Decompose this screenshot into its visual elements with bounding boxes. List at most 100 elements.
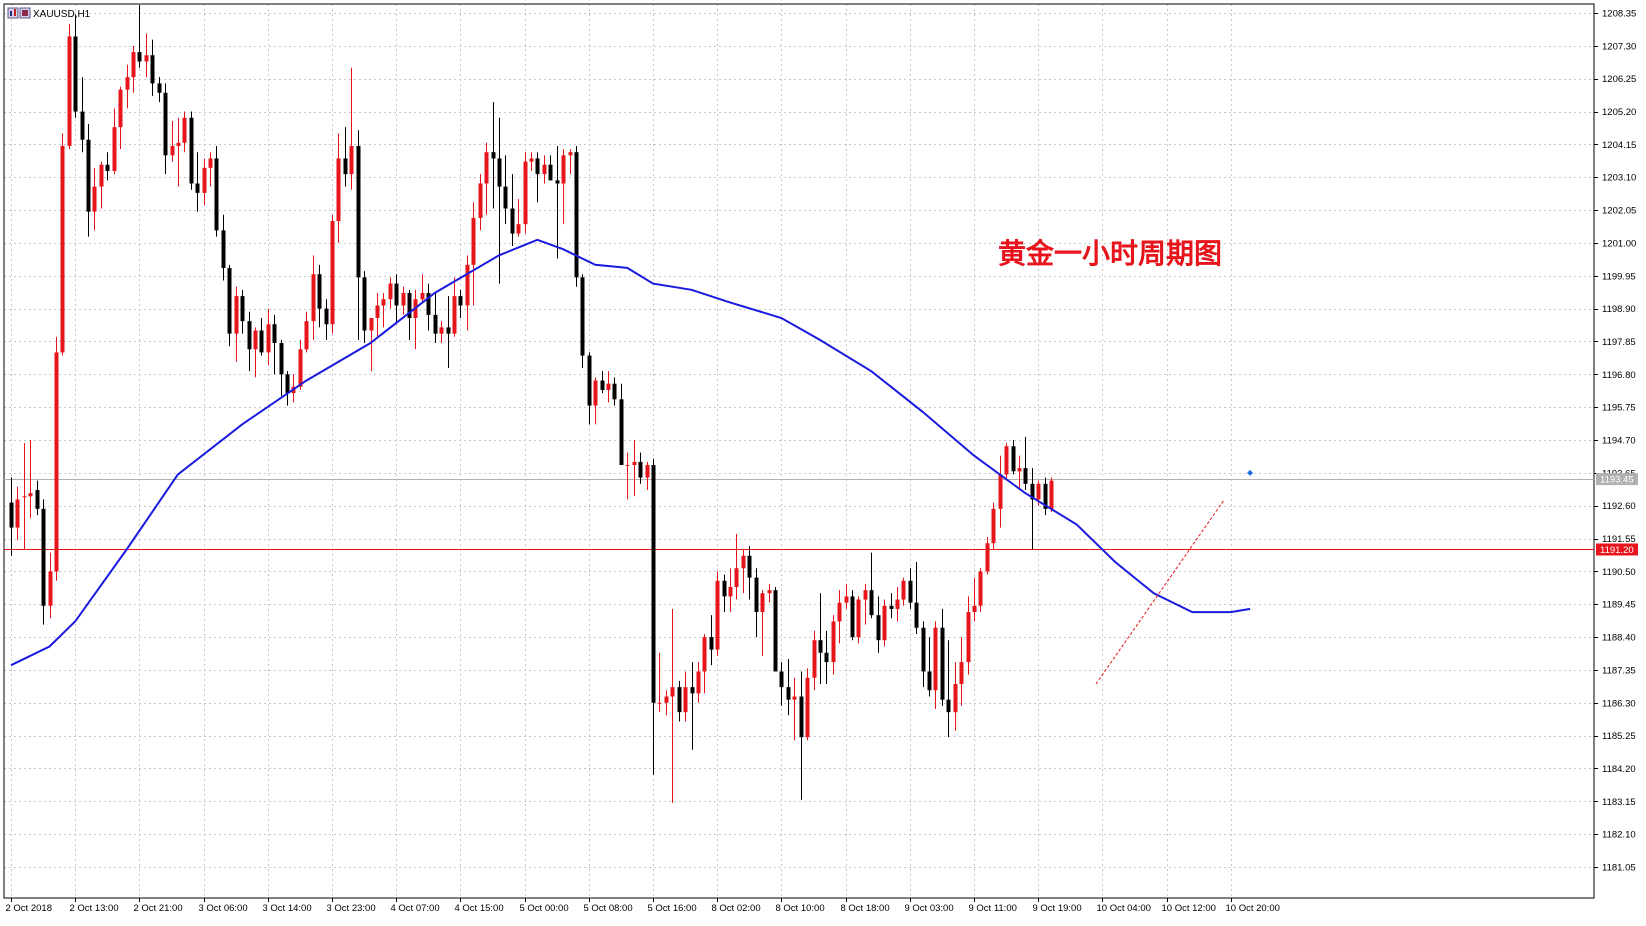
- bear-candle: [394, 274, 399, 325]
- bull-candle: [125, 64, 130, 109]
- bear-candle: [503, 155, 508, 225]
- bull-candle: [478, 174, 483, 231]
- candle-body: [690, 687, 695, 694]
- candle-body: [433, 314, 438, 334]
- bull-candle: [439, 321, 444, 344]
- bear-candle: [677, 680, 682, 722]
- bull-candle: [99, 161, 104, 209]
- symbol-label: XAUUSD,H1: [33, 9, 91, 20]
- candle-body: [709, 637, 714, 650]
- bid-price-tag: 1193.45: [1596, 473, 1638, 486]
- candle-body: [15, 499, 20, 528]
- x-tick-label: 5 Oct 00:00: [520, 903, 569, 914]
- bull-candle: [253, 327, 258, 378]
- bull-candle: [792, 677, 797, 741]
- bear-candle: [722, 574, 727, 613]
- bear-candle: [9, 477, 14, 556]
- bull-candle: [901, 577, 906, 606]
- price-axis[interactable]: 1208.35 1207.30 1206.25 1205.20 1204.15 1203.…: [1594, 9, 1638, 874]
- bull-candle: [311, 255, 316, 340]
- candle-body: [1043, 483, 1048, 509]
- time-axis[interactable]: 2 Oct 2018 2 Oct 13:00 2 Oct 21:00 3 Oct 06…: [6, 898, 1280, 914]
- plot-frame: [3, 3, 1595, 899]
- candle-body: [632, 461, 637, 466]
- candle-body: [786, 687, 791, 700]
- y-tick-label: 1182.10: [1602, 830, 1636, 841]
- bull-candle: [330, 214, 335, 334]
- candle-body: [927, 671, 932, 691]
- y-tick-label: 1198.90: [1602, 304, 1636, 315]
- trend-line[interactable]: [1095, 469, 1254, 685]
- bull-candle: [933, 621, 938, 710]
- x-tick-label: 2 Oct 21:00: [134, 903, 183, 914]
- candle-body: [41, 508, 46, 606]
- candle-body: [657, 702, 662, 704]
- level-price-tag-label: 1191.20: [1600, 545, 1634, 556]
- bull-candle: [632, 440, 637, 497]
- y-tick-label: 1191.55: [1602, 534, 1636, 545]
- bull-candle: [401, 286, 406, 315]
- candle-body: [625, 465, 630, 467]
- y-tick-label: 1205.20: [1602, 107, 1636, 118]
- bear-candle: [869, 552, 874, 619]
- candle-body: [324, 308, 329, 325]
- bull-candle: [670, 608, 675, 803]
- y-tick-label: 1206.25: [1602, 74, 1636, 85]
- candle-body: [580, 277, 585, 356]
- x-tick-label: 4 Oct 07:00: [391, 903, 440, 914]
- candle-body: [645, 465, 650, 478]
- candle-body: [516, 224, 521, 234]
- candle-body: [670, 687, 675, 697]
- candle-body: [683, 687, 688, 713]
- bull-candle: [895, 587, 900, 622]
- candle-body: [125, 77, 130, 90]
- candle-body: [336, 158, 341, 222]
- candle-body: [478, 183, 483, 218]
- bear-candle: [247, 311, 252, 372]
- candle-body: [279, 343, 284, 375]
- bear-candle: [1043, 477, 1048, 516]
- candle-body: [612, 383, 617, 400]
- candle-body: [510, 208, 515, 234]
- y-tick-label: 1194.70: [1602, 436, 1636, 447]
- candle-body: [953, 684, 958, 713]
- candle-body: [606, 383, 611, 390]
- candle-body: [722, 580, 727, 597]
- bull-candle: [542, 155, 547, 184]
- candle-body: [60, 145, 65, 353]
- trend-line-segment[interactable]: [1095, 499, 1225, 685]
- bear-candle: [163, 83, 168, 175]
- bear-candle: [908, 568, 913, 609]
- x-tick-label: 10 Oct 12:00: [1162, 903, 1216, 914]
- candle-body: [1004, 446, 1009, 475]
- bull-candle: [369, 318, 374, 372]
- candle-body: [728, 587, 733, 597]
- bear-candle: [799, 671, 804, 800]
- candle-body: [779, 671, 784, 688]
- candle-body: [234, 296, 239, 334]
- candle-body: [715, 580, 720, 650]
- y-tick-label: 1195.75: [1602, 403, 1636, 414]
- bear-candle: [779, 662, 784, 706]
- candle-body: [35, 490, 40, 509]
- bear-candle: [709, 615, 714, 666]
- candle-body: [208, 158, 213, 168]
- candle-body: [112, 127, 117, 171]
- bull-candle: [805, 668, 810, 741]
- bear-candle: [137, 5, 142, 68]
- horizontal-line[interactable]: [4, 479, 1594, 550]
- x-tick-label: 10 Oct 20:00: [1226, 903, 1280, 914]
- candle-body: [914, 602, 919, 628]
- candle-body: [991, 508, 996, 544]
- candle-body: [99, 164, 104, 187]
- candle-body: [754, 577, 759, 613]
- candle-body: [22, 496, 27, 498]
- candle-body: [677, 687, 682, 713]
- grid-lines: [4, 4, 1594, 898]
- candle-body: [561, 155, 566, 184]
- bull-candle: [1049, 477, 1054, 512]
- candle-body: [407, 292, 412, 318]
- candle-body: [144, 55, 149, 62]
